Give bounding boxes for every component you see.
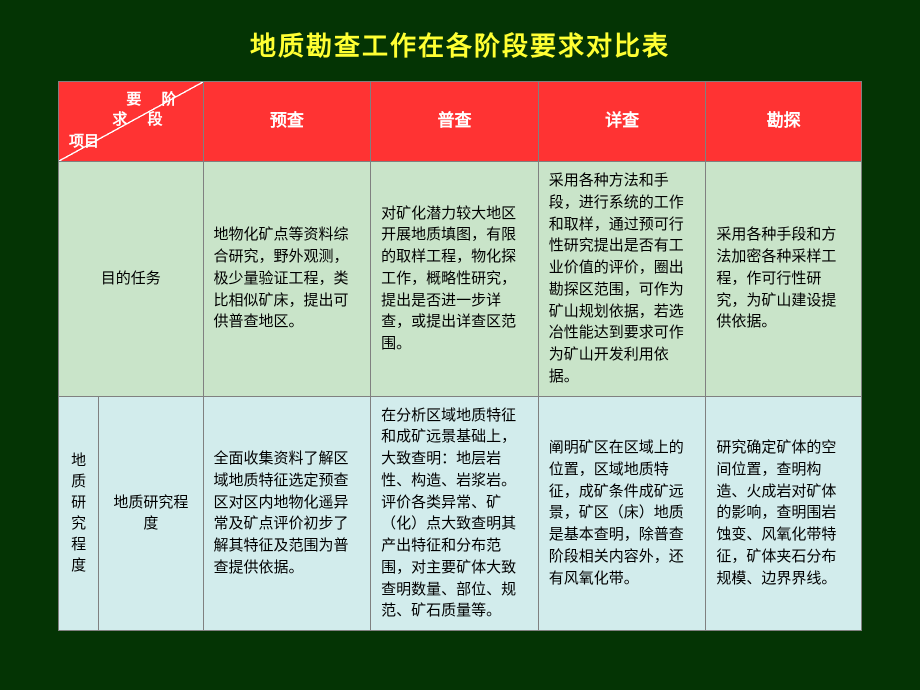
comparison-table: 要 阶 求 段 项目 预查 普查 详查 勘探 目的任务 地物化矿点等资料综合研究… <box>58 81 862 631</box>
row1-label: 目的任务 <box>59 162 204 397</box>
corner-bottom-label: 项目 <box>69 131 99 153</box>
table-header-row: 要 阶 求 段 项目 预查 普查 详查 勘探 <box>59 82 862 162</box>
table-container: 要 阶 求 段 项目 预查 普查 详查 勘探 目的任务 地物化矿点等资料综合研究… <box>0 81 920 631</box>
corner-top-label: 要 阶 求 段 <box>112 90 184 129</box>
header-corner-cell: 要 阶 求 段 项目 <box>59 82 204 162</box>
page-title: 地质勘查工作在各阶段要求对比表 <box>0 0 920 81</box>
row2-sub-label: 地质研究程度 <box>99 396 203 631</box>
table-row: 地质研究程度 地质研究程度 全面收集资料了解区域地质特征选定预查区对区内地物化遥… <box>59 396 862 631</box>
row2-group-label: 地质研究程度 <box>59 396 99 631</box>
stage-header-3: 详查 <box>538 82 706 162</box>
row1-cell-3: 采用各种方法和手段，进行系统的工作和取样，通过预可行性研究提出是否有工业价值的评… <box>538 162 706 397</box>
row1-cell-4: 采用各种手段和方法加密各种采样工程，作可行性研究，为矿山建设提供依据。 <box>706 162 862 397</box>
stage-header-1: 预查 <box>203 82 371 162</box>
row2-cell-2: 在分析区域地质特征和成矿远景基础上，大致查明：地层岩性、构造、岩浆岩。评价各类异… <box>371 396 539 631</box>
stage-header-2: 普查 <box>371 82 539 162</box>
row2-cell-3: 阐明矿区在区域上的位置，区域地质特征，成矿条件成矿远景，矿区（床）地质是基本查明… <box>538 396 706 631</box>
row2-cell-4: 研究确定矿体的空间位置，查明构造、火成岩对矿体的影响，查明围岩蚀变、风氧化带特征… <box>706 396 862 631</box>
table-row: 目的任务 地物化矿点等资料综合研究，野外观测，极少量验证工程，类比相似矿床，提出… <box>59 162 862 397</box>
row2-group-label-text: 地质研究程度 <box>71 450 86 576</box>
row1-cell-2: 对矿化潜力较大地区开展地质填图，有限的取样工程，物化探工作，概略性研究，提出是否… <box>371 162 539 397</box>
corner-top-line2: 求 段 <box>112 110 170 130</box>
row1-cell-1: 地物化矿点等资料综合研究，野外观测，极少量验证工程，类比相似矿床，提出可供普查地… <box>203 162 371 397</box>
row2-cell-1: 全面收集资料了解区域地质特征选定预查区对区内地物化遥异常及矿点评价初步了解其特征… <box>203 396 371 631</box>
corner-top-line1: 要 阶 <box>112 90 184 110</box>
stage-header-4: 勘探 <box>706 82 862 162</box>
